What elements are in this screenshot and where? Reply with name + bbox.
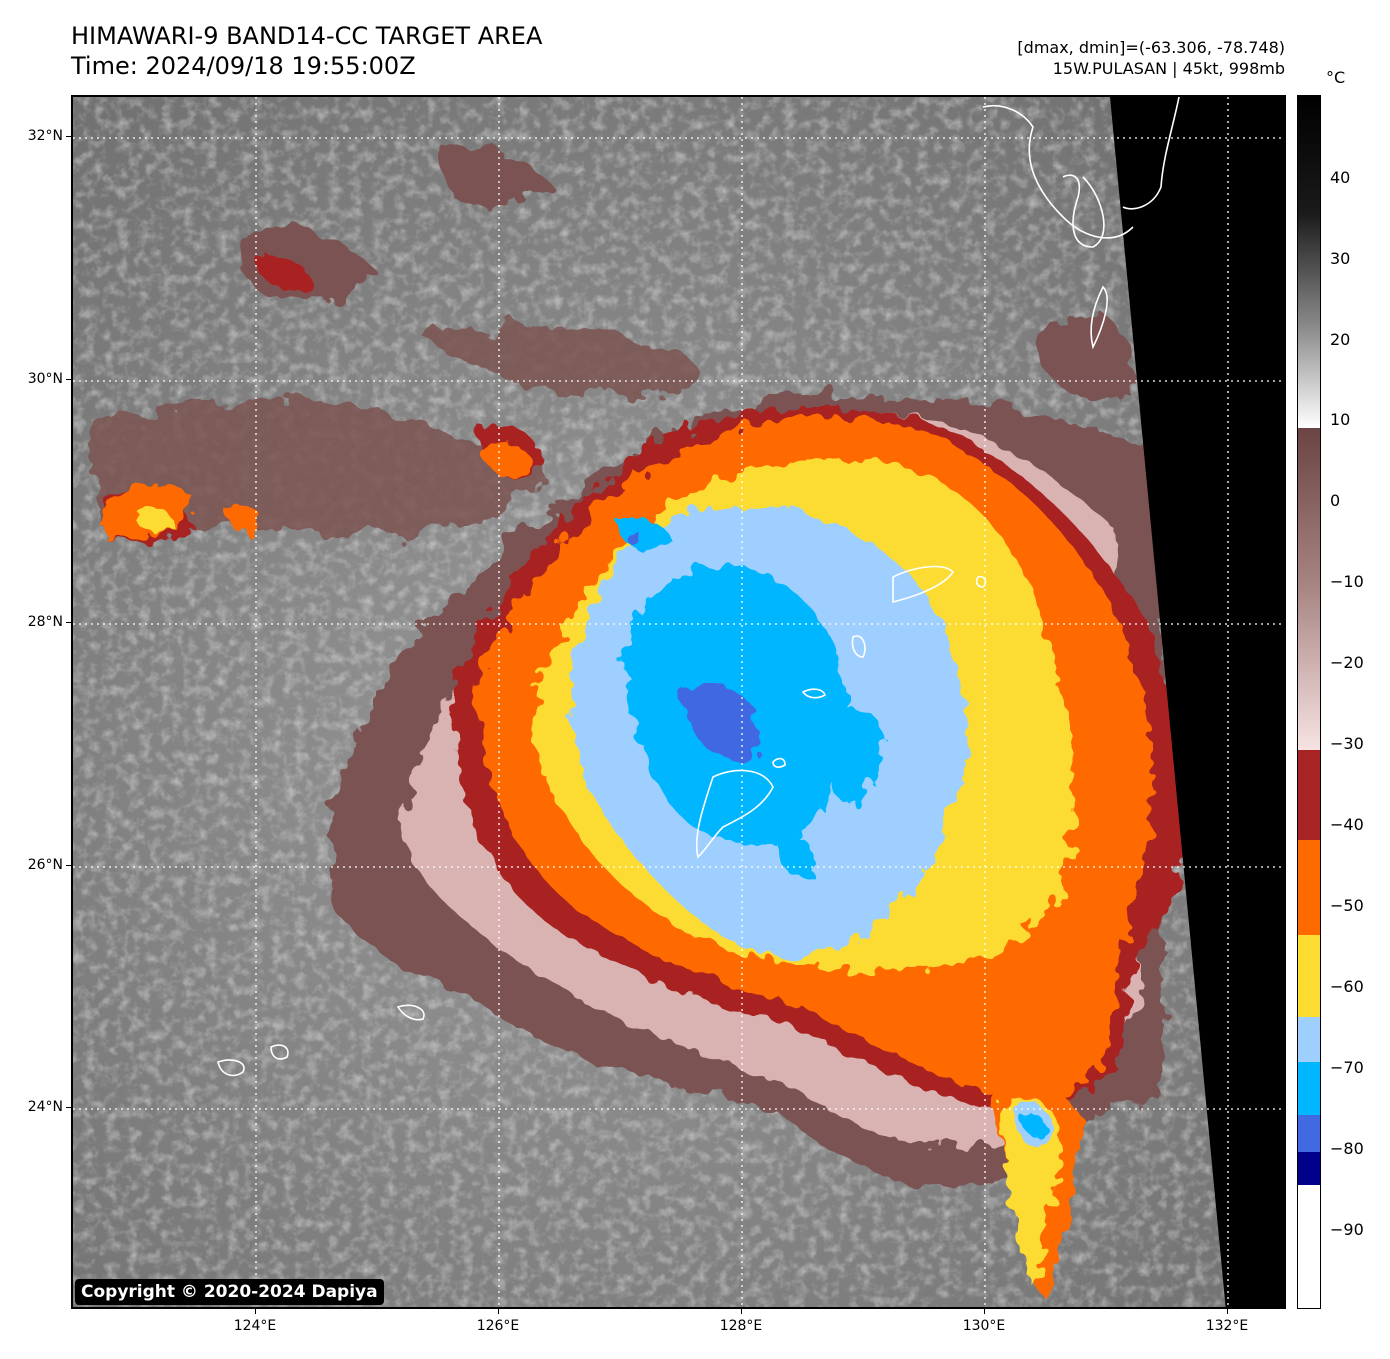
colorbar-scale xyxy=(1298,96,1320,1308)
lat-label-30: 30°N xyxy=(27,371,63,387)
colorbar-label-minus60: −60 xyxy=(1330,977,1364,996)
colorbar-label-minus20: −20 xyxy=(1330,653,1364,672)
colorbar-yellow-segment xyxy=(1298,935,1320,1017)
colorbar-label-minus10: −10 xyxy=(1330,572,1364,591)
colorbar-label-30: 30 xyxy=(1330,249,1351,268)
colorbar-label-minus30: −30 xyxy=(1330,734,1364,753)
colorbar-label-40: 40 xyxy=(1330,168,1351,187)
kyushu-coast xyxy=(1122,97,1180,210)
colorbar-label-minus80: −80 xyxy=(1330,1139,1364,1158)
lon-label-130: 130°E xyxy=(962,1318,1006,1334)
lat-label-26: 26°N xyxy=(27,857,63,873)
copyright-badge: Copyright © 2020-2024 Dapiya xyxy=(75,1279,384,1305)
lat-tick xyxy=(66,136,71,137)
colorbar-unit: °C xyxy=(1326,68,1346,87)
colorbar-label-20: 20 xyxy=(1330,330,1351,349)
storm-info: 15W.PULASAN | 45kt, 998mb xyxy=(1052,59,1285,78)
colorbar-label-minus40: −40 xyxy=(1330,815,1364,834)
colorbar-red-segment xyxy=(1298,750,1320,840)
lat-lon-grid xyxy=(73,97,1284,1307)
colorbar-label-minus90: −90 xyxy=(1330,1220,1364,1239)
lon-tick xyxy=(1227,1309,1228,1314)
lat-tick xyxy=(66,1107,71,1108)
lat-tick xyxy=(66,865,71,866)
satellite-map[interactable]: Copyright © 2020-2024 Dapiya xyxy=(71,95,1286,1309)
coastlines xyxy=(217,97,1180,1077)
colorbar-cyan-segment xyxy=(1298,1062,1320,1115)
lat-tick xyxy=(66,622,71,623)
colorbar-white-segment xyxy=(1298,1185,1320,1308)
lat-label-24: 24°N xyxy=(27,1099,63,1115)
lon-label-132: 132°E xyxy=(1205,1318,1249,1334)
colorbar-label-minus50: −50 xyxy=(1330,896,1364,915)
colorbar-navy-segment xyxy=(1298,1152,1320,1185)
lon-label-126: 126°E xyxy=(476,1318,520,1334)
coldest-cloud-tops xyxy=(626,532,758,762)
lon-tick xyxy=(255,1309,256,1314)
colorbar-brown-segment xyxy=(1298,428,1320,750)
lon-tick xyxy=(498,1309,499,1314)
colorbar-lightblue-segment xyxy=(1298,1017,1320,1062)
map-title: HIMAWARI-9 BAND14-CC TARGET AREA xyxy=(71,22,543,50)
colorbar-blue-segment xyxy=(1298,1115,1320,1152)
okinawa-coast xyxy=(695,769,774,859)
off-disk-region xyxy=(1110,97,1284,1307)
lat-label-28: 28°N xyxy=(27,614,63,630)
colorbar-label-0: 0 xyxy=(1330,491,1341,510)
satellite-image xyxy=(73,97,1284,1307)
colorbar-orange-segment xyxy=(1298,840,1320,935)
lon-tick xyxy=(984,1309,985,1314)
lat-tick xyxy=(66,379,71,380)
colorbar-label-10: 10 xyxy=(1330,410,1351,429)
temperature-range: [dmax, dmin]=(-63.306, -78.748) xyxy=(1017,38,1285,57)
lat-label-32: 32°N xyxy=(27,128,63,144)
map-time: Time: 2024/09/18 19:55:00Z xyxy=(71,52,416,80)
lon-tick xyxy=(741,1309,742,1314)
lon-label-128: 128°E xyxy=(719,1318,763,1334)
colorbar xyxy=(1297,95,1321,1309)
colorbar-warm-segment xyxy=(1298,96,1320,428)
colorbar-label-minus70: −70 xyxy=(1330,1058,1364,1077)
lon-label-124: 124°E xyxy=(233,1318,277,1334)
